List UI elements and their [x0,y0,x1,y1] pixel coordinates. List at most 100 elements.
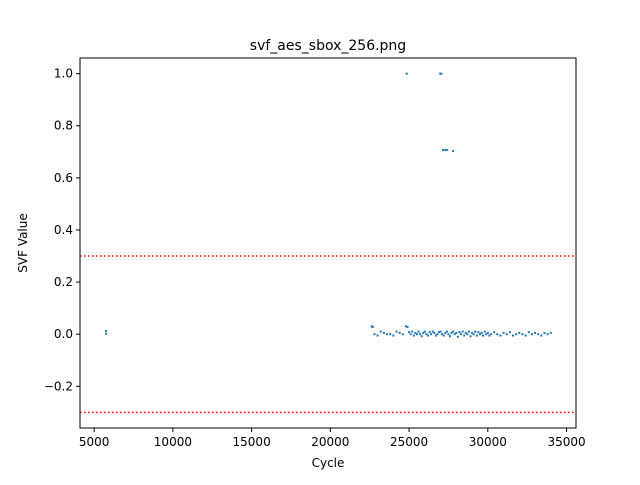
data-point [460,333,463,336]
y-tick-label: 0.6 [54,171,73,185]
data-point [493,331,496,334]
data-point [382,331,385,334]
threshold-lines [80,255,576,414]
data-point [502,331,505,334]
data-point [439,72,442,75]
data-point [482,334,485,337]
data-point [466,333,469,336]
data-point [499,334,502,337]
data-point [469,335,472,338]
data-point [370,325,373,328]
data-point [433,331,436,334]
plot-area-frame [79,57,577,429]
x-axis-label: Cycle [312,456,345,470]
data-point [426,334,429,337]
data-point [414,331,417,334]
y-axis-ticks: −0.2 0.0 0.2 0.4 0.6 0.8 1.0 [44,67,80,393]
data-point [444,331,447,334]
data-point [379,330,382,333]
data-point [446,148,449,151]
data-points [104,72,552,338]
data-point [477,331,480,334]
data-point [395,330,398,333]
data-point [464,331,467,334]
data-point [401,333,404,336]
data-point [505,333,508,336]
data-point [423,330,426,333]
data-point [420,335,423,338]
x-tick-label: 15000 [233,435,271,449]
data-point [442,334,445,337]
data-point [428,331,431,334]
data-point [452,150,455,153]
x-axis-ticks: 5000 10000 15000 20000 25000 30000 35000 [79,428,586,449]
y-tick-label: 1.0 [54,67,73,81]
data-point [415,333,418,336]
data-point [445,330,448,333]
data-point [527,331,530,334]
data-point [512,334,515,337]
data-point [449,335,452,338]
data-point [489,333,492,336]
data-point [419,333,422,336]
data-point [549,331,552,334]
data-point [439,330,442,333]
data-point [537,333,540,336]
y-tick-label: 0.8 [54,119,73,133]
data-point [422,331,425,334]
data-point [475,334,478,337]
data-point [472,333,475,336]
data-point [518,331,521,334]
y-tick-label: −0.2 [44,379,73,393]
data-point [483,330,486,333]
data-point [463,334,466,337]
data-point [534,331,537,334]
data-point [467,330,470,333]
data-point [398,331,401,334]
chart-title: svf_aes_sbox_256.png [250,38,406,54]
data-point [530,333,533,336]
x-tick-label: 20000 [311,435,349,449]
data-point [441,333,444,336]
y-tick-label: 0.4 [54,223,73,237]
y-tick-label: 0.2 [54,275,73,289]
data-point [430,333,433,336]
data-point [105,332,108,335]
data-point [508,331,511,334]
data-point [456,335,459,338]
y-axis-label: SVF Value [16,213,30,273]
x-tick-label: 25000 [390,435,428,449]
data-point [406,325,409,328]
data-point [386,333,389,336]
data-point [405,72,408,75]
data-point [478,333,481,336]
data-point [485,333,488,336]
data-point [450,331,453,334]
data-point [444,148,447,151]
data-point [474,330,477,333]
y-tick-label: 0.0 [54,327,73,341]
data-point [441,148,444,151]
data-point [440,72,443,75]
data-point [409,333,412,336]
x-tick-label: 10000 [154,435,192,449]
data-point [447,333,450,336]
data-point [373,333,376,336]
data-point [543,331,546,334]
data-point [408,331,411,334]
x-tick-label: 35000 [547,435,585,449]
x-tick-label: 30000 [469,435,507,449]
data-point [453,333,456,336]
data-point [452,330,455,333]
data-point [546,333,549,336]
data-point [480,331,483,334]
data-point [438,331,441,334]
data-point [411,330,414,333]
data-point [436,333,439,336]
data-point [486,331,489,334]
data-point [431,330,434,333]
data-point [471,331,474,334]
